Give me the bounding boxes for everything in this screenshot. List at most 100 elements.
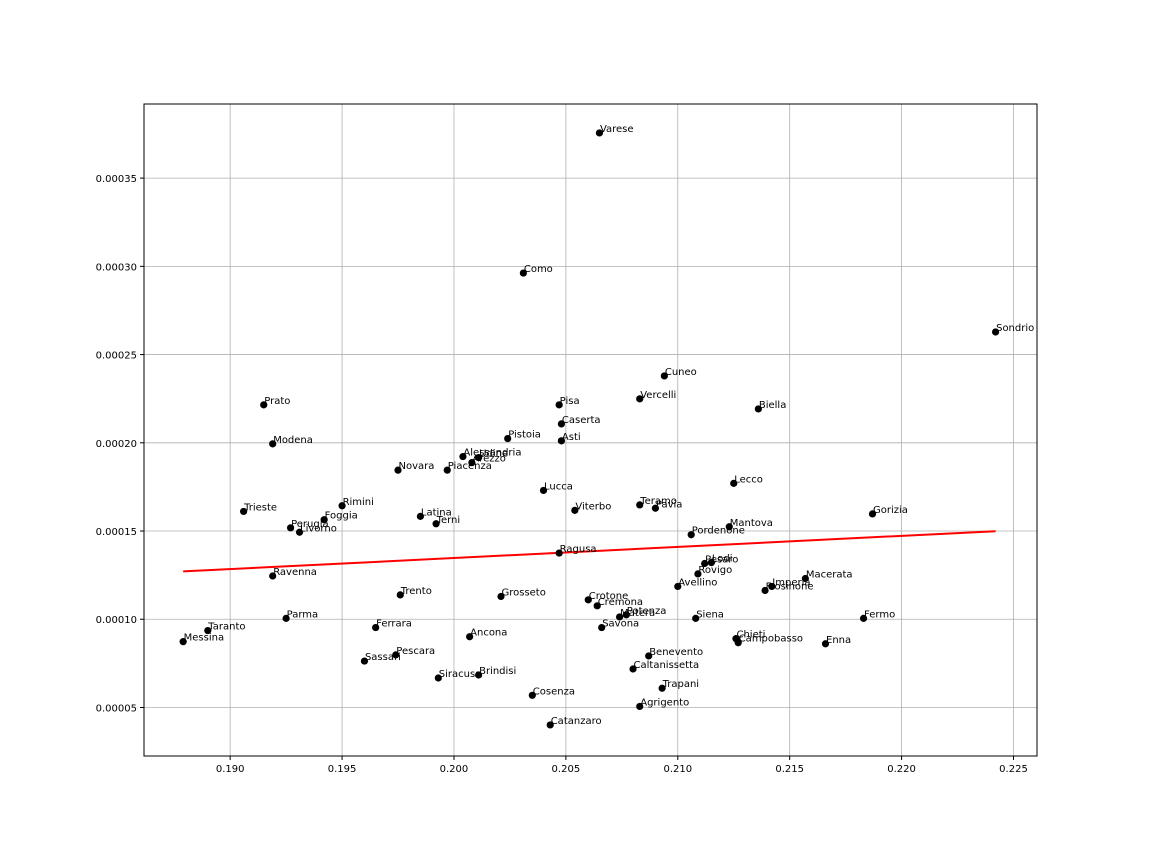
data-point xyxy=(636,395,644,403)
x-tick-label: 0.215 xyxy=(775,764,804,775)
x-axis: 0.190 0.195 0.200 0.205 0.210 0.215 0.220 0.225 xyxy=(216,756,1028,775)
data-point xyxy=(320,516,328,524)
data-point-label: Ragusa xyxy=(560,544,597,555)
data-point xyxy=(539,486,548,495)
data-point-label: Sassari xyxy=(365,652,401,663)
y-tick-label: 0.00005 xyxy=(96,703,137,714)
data-point xyxy=(295,528,304,536)
plot-frame xyxy=(143,103,1038,757)
data-point-label: Siena xyxy=(696,609,724,620)
data-point-label: Gorizia xyxy=(873,505,908,516)
data-point xyxy=(868,510,877,518)
data-point xyxy=(725,523,733,531)
data-point-label: Viterbo xyxy=(575,501,611,512)
y-tick-label: 0.00035 xyxy=(96,174,137,185)
data-point xyxy=(394,466,402,474)
data-point-label: Ravenna xyxy=(273,567,317,578)
data-point xyxy=(615,613,624,621)
data-point-label: Varese xyxy=(600,124,634,135)
data-point-label: Cremona xyxy=(598,597,643,608)
data-point xyxy=(286,524,295,532)
y-tick-label: 0.00025 xyxy=(96,351,137,362)
grid-lines xyxy=(144,104,1037,756)
data-point-label: Frosinone xyxy=(766,581,814,592)
data-point-label: Benevento xyxy=(649,647,703,658)
data-point xyxy=(557,420,566,428)
y-tick-label: 0.00015 xyxy=(96,527,137,538)
data-point-label: Brindisi xyxy=(479,666,516,677)
data-point xyxy=(651,504,660,512)
data-point-label: Pavia xyxy=(656,499,683,510)
data-point-label: Arezzo xyxy=(472,454,506,465)
data-point xyxy=(557,437,566,445)
data-point-label: Alessandria xyxy=(463,448,521,459)
y-axis: 0.00005 0.00010 0.00015 0.00020 0.00025 0.000… xyxy=(96,174,144,714)
data-point xyxy=(360,657,369,665)
data-point-label: Pordenone xyxy=(692,526,745,537)
data-point-label: Terni xyxy=(436,515,461,526)
data-point xyxy=(519,269,527,277)
data-point-label: Asti xyxy=(562,432,581,443)
data-point xyxy=(392,651,400,659)
data-point-label: Livorno xyxy=(300,523,337,534)
x-tick-label: 0.205 xyxy=(552,764,581,775)
data-point-label: Ferrara xyxy=(376,619,412,630)
data-point xyxy=(432,520,440,528)
data-point xyxy=(622,611,630,619)
data-point-label: Novara xyxy=(399,461,435,472)
data-point-label: Grosseto xyxy=(501,587,545,598)
data-point-label: Catanzaro xyxy=(551,716,602,727)
data-point-label: Teramo xyxy=(639,496,677,507)
data-point-label: Sondrio xyxy=(996,323,1034,334)
data-point-label: Agrigento xyxy=(640,697,689,708)
data-point-label: Como xyxy=(524,264,553,275)
data-point-label: Mantova xyxy=(730,518,773,529)
data-point-label: Ancona xyxy=(470,628,507,639)
data-point xyxy=(443,466,451,474)
data-point-label: Vercelli xyxy=(640,390,676,401)
data-point-label: Rimini xyxy=(343,497,374,508)
data-point xyxy=(801,574,809,583)
data-point xyxy=(687,531,695,539)
data-point xyxy=(761,586,769,595)
data-point xyxy=(528,691,536,699)
data-point xyxy=(282,614,290,622)
data-point xyxy=(416,512,425,520)
data-point xyxy=(595,129,604,137)
data-point xyxy=(701,559,709,568)
y-tick-label: 0.00020 xyxy=(96,439,137,450)
data-point xyxy=(459,452,467,461)
y-tick-label: 0.00030 xyxy=(96,262,137,273)
data-point-label: Pescara xyxy=(396,646,435,657)
data-point-label: Modena xyxy=(273,435,313,446)
y-tick-label: 0.00010 xyxy=(96,615,137,626)
data-point-label: Potenza xyxy=(627,606,667,617)
data-point-label: Taranto xyxy=(207,622,245,633)
data-point xyxy=(239,507,248,516)
data-point xyxy=(468,458,476,467)
data-point-label: Campobasso xyxy=(739,634,803,645)
data-point xyxy=(497,592,505,601)
data-point xyxy=(768,582,776,591)
data-point-label: Parma xyxy=(287,609,319,620)
data-point-label: Trapani xyxy=(662,679,699,690)
data-point xyxy=(694,570,702,578)
data-point xyxy=(260,401,268,409)
data-point-label: Piacenza xyxy=(448,461,492,472)
data-point xyxy=(555,549,563,557)
data-point-label: Caserta xyxy=(562,415,601,426)
data-point xyxy=(636,501,644,509)
data-point-label: Udine xyxy=(479,449,508,460)
data-point xyxy=(584,596,592,604)
data-point-label: Chieti xyxy=(736,630,765,641)
data-point-label: Lecco xyxy=(734,474,763,485)
data-point xyxy=(474,671,483,679)
data-point xyxy=(546,721,554,729)
data-point xyxy=(629,665,637,673)
data-point-label: Foggia xyxy=(325,511,358,522)
data-point-label: Pisa xyxy=(560,396,580,407)
data-point-label: Siracusa xyxy=(439,669,482,680)
x-tick-label: 0.210 xyxy=(663,764,692,775)
fit-line xyxy=(183,530,996,573)
data-point xyxy=(859,614,868,622)
